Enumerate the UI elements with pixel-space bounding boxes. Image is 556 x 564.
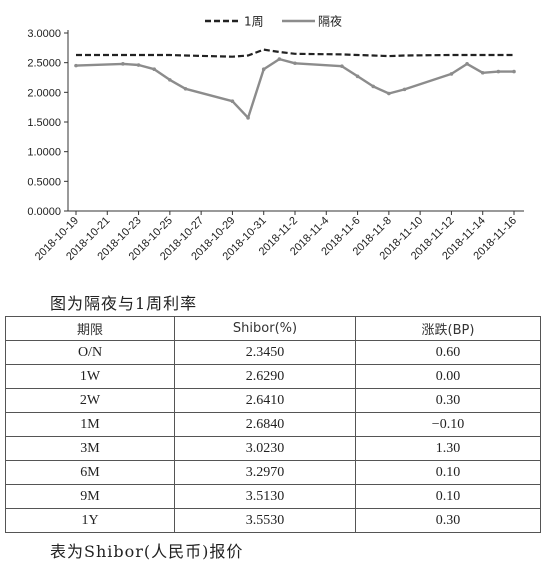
term-cell: O/N bbox=[5, 340, 175, 365]
data-point bbox=[152, 67, 157, 71]
data-point bbox=[230, 99, 235, 104]
rate-cell: 2.3450 bbox=[174, 340, 356, 365]
data-point bbox=[355, 74, 360, 79]
header-term: 期限 bbox=[5, 316, 175, 341]
data-point bbox=[277, 57, 282, 61]
legend-label-1: 隔夜 bbox=[318, 14, 342, 29]
data-point bbox=[246, 116, 250, 120]
table-row: 1W 2.6290 0.00 bbox=[5, 364, 541, 389]
data-point bbox=[74, 63, 78, 68]
change-cell: 0.30 bbox=[355, 508, 541, 533]
y-tick-label: 0.0000 bbox=[27, 206, 61, 218]
rate-cell: 2.6410 bbox=[174, 388, 356, 413]
header-shibor: Shibor(%) bbox=[174, 316, 356, 341]
term-cell: 1Y bbox=[5, 508, 175, 533]
change-cell: 0.60 bbox=[355, 340, 541, 365]
series-line-1 bbox=[75, 57, 514, 120]
change-cell: 0.10 bbox=[355, 484, 541, 509]
change-cell: 0.00 bbox=[355, 364, 541, 389]
data-point bbox=[183, 86, 188, 91]
chart-series bbox=[74, 48, 516, 120]
table-header-row: 期限 Shibor(%) 涨跌(BP) bbox=[5, 316, 541, 341]
y-axis: 0.0000 0.5000 1.0000 1.5000 2.0000 2.5000 3.00… bbox=[27, 28, 69, 218]
data-point bbox=[449, 72, 454, 76]
table-row: 1M 2.6840 −0.10 bbox=[5, 412, 541, 437]
data-point bbox=[496, 69, 501, 74]
data-point bbox=[261, 67, 266, 71]
term-cell: 6M bbox=[5, 460, 175, 485]
table-caption: 表为Shibor(人民币)报价 bbox=[50, 542, 244, 561]
rate-cell: 3.0230 bbox=[174, 436, 356, 461]
term-cell: 9M bbox=[5, 484, 175, 509]
data-point bbox=[121, 62, 125, 66]
header-change: 涨跌(BP) bbox=[355, 316, 541, 341]
y-tick-label: 1.0000 bbox=[27, 147, 61, 159]
chart-caption: 图为隔夜与1周利率 bbox=[50, 294, 198, 313]
legend-label-0: 1周 bbox=[244, 15, 264, 29]
rate-cell: 3.5530 bbox=[174, 508, 356, 533]
chart-legend: 1周 隔夜 bbox=[205, 14, 342, 29]
rate-cell: 3.2970 bbox=[174, 460, 356, 485]
line-chart: 0.0000 0.5000 1.0000 1.5000 2.0000 2.5000 3.00… bbox=[27, 14, 524, 263]
y-tick-label: 3.0000 bbox=[27, 28, 61, 40]
table-row: 1Y 3.5530 0.30 bbox=[5, 508, 541, 533]
data-point bbox=[293, 61, 297, 66]
rate-cell: 2.6840 bbox=[174, 412, 356, 437]
table-row: 6M 3.2970 0.10 bbox=[5, 460, 541, 485]
table-row: O/N 2.3450 0.60 bbox=[5, 340, 541, 365]
term-cell: 1W bbox=[5, 364, 175, 389]
rate-cell: 2.6290 bbox=[174, 364, 356, 389]
table-row: 9M 3.5130 0.10 bbox=[5, 484, 541, 509]
data-point bbox=[512, 69, 516, 74]
term-cell: 3M bbox=[5, 436, 175, 461]
table-row: 2W 2.6410 0.30 bbox=[5, 388, 541, 413]
y-tick-label: 2.0000 bbox=[27, 87, 61, 99]
x-axis: 2018-10-192018-10-212018-10-232018-10-25… bbox=[33, 210, 524, 263]
change-cell: 0.30 bbox=[355, 388, 541, 413]
data-point bbox=[465, 62, 469, 66]
data-point bbox=[136, 63, 141, 67]
rate-cell: 3.5130 bbox=[174, 484, 356, 509]
data-point bbox=[480, 70, 485, 75]
data-point bbox=[387, 91, 391, 96]
y-tick-label: 0.5000 bbox=[27, 176, 61, 188]
term-cell: 1M bbox=[5, 412, 175, 437]
y-tick-label: 1.5000 bbox=[27, 117, 61, 129]
data-point bbox=[371, 84, 376, 89]
data-point bbox=[168, 78, 172, 82]
change-cell: −0.10 bbox=[355, 412, 541, 437]
data-point bbox=[402, 87, 407, 92]
y-tick-label: 2.5000 bbox=[27, 58, 61, 70]
shibor-table: 期限 Shibor(%) 涨跌(BP) O/N 2.3450 0.60 1W 2.62… bbox=[5, 316, 541, 533]
table-row: 3M 3.0230 1.30 bbox=[5, 436, 541, 461]
series-line-0 bbox=[76, 48, 514, 58]
term-cell: 2W bbox=[5, 388, 175, 413]
change-cell: 1.30 bbox=[355, 436, 541, 461]
change-cell: 0.10 bbox=[355, 460, 541, 485]
chart-canvas: 0.0000 0.5000 1.0000 1.5000 2.0000 2.5000 3.00… bbox=[27, 14, 524, 263]
data-point bbox=[340, 64, 344, 69]
